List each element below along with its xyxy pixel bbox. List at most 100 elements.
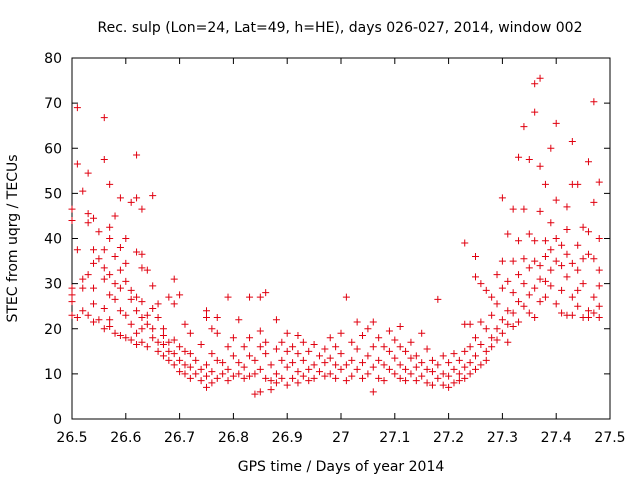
data-point [127, 295, 135, 303]
data-point [272, 379, 280, 387]
data-point [278, 356, 286, 364]
data-point [186, 374, 194, 382]
data-point [455, 370, 463, 378]
data-point [208, 325, 216, 333]
data-point [326, 370, 334, 378]
data-point [488, 334, 496, 342]
data-point [127, 336, 135, 344]
y-tick-label: 30 [44, 277, 62, 293]
data-point [579, 255, 587, 263]
data-point [509, 205, 517, 213]
data-point [68, 284, 76, 292]
data-point [186, 329, 194, 337]
data-point [165, 356, 173, 364]
data-point [122, 259, 130, 267]
data-point [380, 377, 388, 385]
data-point [552, 257, 560, 265]
data-point [418, 372, 426, 380]
data-point [332, 361, 340, 369]
data-point [289, 343, 297, 351]
data-point [90, 300, 98, 308]
data-point [439, 381, 447, 389]
data-point [531, 313, 539, 321]
data-point [192, 370, 200, 378]
data-point [359, 332, 367, 340]
y-tick-label: 80 [44, 51, 62, 67]
data-point [547, 282, 555, 290]
data-point [321, 345, 329, 353]
data-point [181, 361, 189, 369]
data-point [541, 180, 549, 188]
data-point [359, 359, 367, 367]
data-point [504, 338, 512, 346]
x-tick-label: 27.1 [379, 430, 410, 446]
data-point [154, 300, 162, 308]
data-point [240, 363, 248, 371]
data-point [197, 341, 205, 349]
data-point [116, 244, 124, 252]
data-point [498, 194, 506, 202]
data-point [294, 350, 302, 358]
data-point [100, 264, 108, 272]
data-point [224, 377, 232, 385]
data-point [213, 374, 221, 382]
data-point [584, 313, 592, 321]
data-point [455, 356, 463, 364]
data-point [143, 266, 151, 274]
x-tick-label: 26.8 [218, 430, 249, 446]
data-point [369, 318, 377, 326]
data-point [434, 374, 442, 382]
data-point [272, 316, 280, 324]
data-point [584, 250, 592, 258]
data-point [213, 356, 221, 364]
data-point [100, 275, 108, 283]
data-point [439, 370, 447, 378]
data-point [73, 246, 81, 254]
data-point [159, 341, 167, 349]
data-point [90, 246, 98, 254]
data-point [380, 343, 388, 351]
data-point [574, 180, 582, 188]
data-point [305, 365, 313, 373]
data-point [552, 119, 560, 127]
data-point [520, 205, 528, 213]
data-point [391, 336, 399, 344]
x-axis-label: GPS time / Days of year 2014 [238, 459, 445, 475]
data-point [472, 352, 479, 360]
data-point [461, 239, 469, 247]
data-point [262, 374, 270, 382]
data-point [170, 350, 178, 358]
data-point [213, 313, 221, 321]
data-point [504, 307, 512, 315]
data-point [525, 264, 533, 272]
data-point [445, 372, 453, 380]
data-point [364, 370, 372, 378]
data-point [203, 307, 210, 315]
x-tick-label: 26.6 [110, 430, 141, 446]
data-point [423, 365, 431, 373]
data-point [541, 253, 549, 261]
data-point [493, 325, 501, 333]
data-point [359, 374, 367, 382]
data-point [504, 277, 512, 285]
data-point [267, 377, 275, 385]
data-point [369, 343, 377, 351]
data-point [84, 271, 92, 279]
data-point [595, 235, 603, 242]
data-point [289, 359, 297, 367]
data-point [229, 372, 237, 380]
data-point [197, 377, 205, 385]
data-point [472, 365, 479, 373]
data-point [563, 273, 571, 281]
data-point [477, 280, 485, 288]
data-point [138, 298, 146, 306]
data-point [563, 250, 571, 258]
data-point [477, 341, 485, 349]
data-point [289, 374, 297, 382]
data-point [531, 237, 539, 245]
data-point [391, 354, 399, 362]
data-point [342, 377, 350, 385]
data-point [283, 363, 291, 371]
data-point [531, 80, 539, 88]
y-tick-label: 20 [44, 322, 62, 338]
